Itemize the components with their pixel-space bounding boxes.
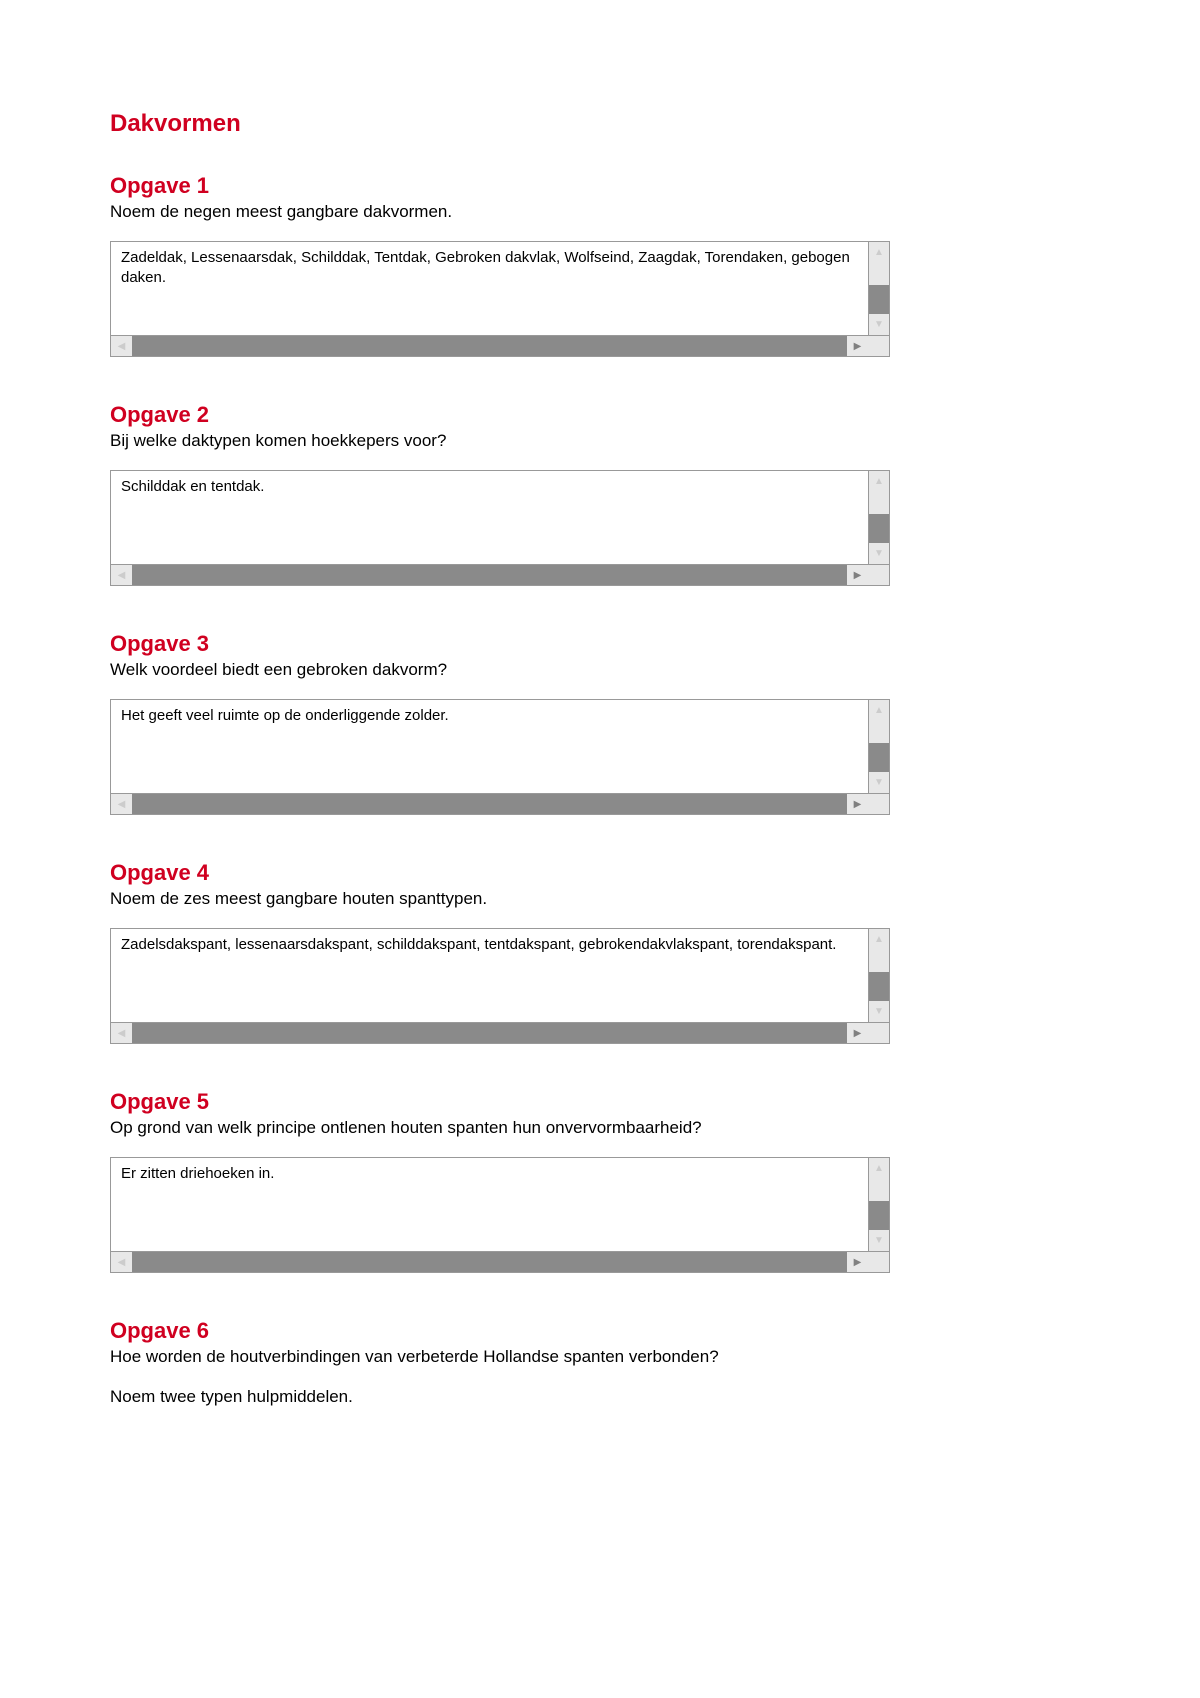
opgave-4: Opgave 4Noem de zes meest gangbare houte… xyxy=(110,860,1090,1044)
scroll-down-icon[interactable]: ▼ xyxy=(869,314,889,335)
horizontal-scrollbar[interactable]: ◀▶ xyxy=(111,793,889,814)
scrollbar-corner xyxy=(868,565,889,585)
answer-textarea[interactable]: Het geeft veel ruimte op de onderliggend… xyxy=(110,699,890,815)
horizontal-scroll-track[interactable] xyxy=(132,336,847,356)
horizontal-scrollbar[interactable]: ◀▶ xyxy=(111,335,889,356)
answer-textarea[interactable]: Er zitten driehoeken in.▲▼◀▶ xyxy=(110,1157,890,1273)
horizontal-scroll-track[interactable] xyxy=(132,565,847,585)
scroll-up-icon[interactable]: ▲ xyxy=(869,700,889,721)
scrollbar-corner xyxy=(868,1252,889,1272)
opgave-title: Opgave 4 xyxy=(110,860,1090,886)
vertical-scrollbar[interactable]: ▲▼ xyxy=(868,242,889,335)
opgave-5: Opgave 5Op grond van welk principe ontle… xyxy=(110,1089,1090,1273)
vertical-scroll-track[interactable] xyxy=(869,721,889,772)
scroll-down-icon[interactable]: ▼ xyxy=(869,1001,889,1022)
vertical-scroll-thumb[interactable] xyxy=(869,263,889,285)
scrollbar-corner xyxy=(868,336,889,356)
vertical-scrollbar[interactable]: ▲▼ xyxy=(868,471,889,564)
vertical-scroll-thumb[interactable] xyxy=(869,950,889,972)
opgave-6: Opgave 6Hoe worden de houtverbindingen v… xyxy=(110,1318,1090,1406)
opgave-title: Opgave 5 xyxy=(110,1089,1090,1115)
vertical-scrollbar[interactable]: ▲▼ xyxy=(868,1158,889,1251)
scrollbar-corner xyxy=(868,1023,889,1043)
opgave-question: Bij welke daktypen komen hoekkepers voor… xyxy=(110,430,1090,452)
vertical-scroll-track[interactable] xyxy=(869,950,889,1001)
scroll-left-icon[interactable]: ◀ xyxy=(111,794,132,814)
scrollbar-corner xyxy=(868,794,889,814)
vertical-scroll-track[interactable] xyxy=(869,492,889,543)
vertical-scroll-track[interactable] xyxy=(869,263,889,314)
opgave-question: Op grond van welk principe ontlenen hout… xyxy=(110,1117,1090,1139)
opgave-question: Welk voordeel biedt een gebroken dakvorm… xyxy=(110,659,1090,681)
horizontal-scrollbar[interactable]: ◀▶ xyxy=(111,564,889,585)
scroll-down-icon[interactable]: ▼ xyxy=(869,543,889,564)
horizontal-scroll-track[interactable] xyxy=(132,1023,847,1043)
scroll-right-icon[interactable]: ▶ xyxy=(847,1252,868,1272)
scroll-left-icon[interactable]: ◀ xyxy=(111,1023,132,1043)
answer-textarea[interactable]: Zadelsdakspant, lessenaarsdakspant, schi… xyxy=(110,928,890,1044)
opgave-title: Opgave 3 xyxy=(110,631,1090,657)
opgave-question: Noem de negen meest gangbare dakvormen. xyxy=(110,201,1090,223)
vertical-scroll-thumb[interactable] xyxy=(869,1179,889,1201)
answer-content[interactable]: Zadeldak, Lessenaarsdak, Schilddak, Tent… xyxy=(111,242,868,335)
vertical-scrollbar[interactable]: ▲▼ xyxy=(868,700,889,793)
scroll-up-icon[interactable]: ▲ xyxy=(869,929,889,950)
horizontal-scroll-track[interactable] xyxy=(132,1252,847,1272)
scroll-right-icon[interactable]: ▶ xyxy=(847,794,868,814)
scroll-up-icon[interactable]: ▲ xyxy=(869,471,889,492)
scroll-left-icon[interactable]: ◀ xyxy=(111,565,132,585)
opgave-1: Opgave 1Noem de negen meest gangbare dak… xyxy=(110,173,1090,357)
scroll-up-icon[interactable]: ▲ xyxy=(869,242,889,263)
opgave-question: Hoe worden de houtverbindingen van verbe… xyxy=(110,1346,1090,1368)
opgave-3: Opgave 3Welk voordeel biedt een gebroken… xyxy=(110,631,1090,815)
answer-content[interactable]: Er zitten driehoeken in. xyxy=(111,1158,868,1251)
vertical-scroll-thumb[interactable] xyxy=(869,492,889,514)
scroll-right-icon[interactable]: ▶ xyxy=(847,565,868,585)
scroll-left-icon[interactable]: ◀ xyxy=(111,1252,132,1272)
scroll-left-icon[interactable]: ◀ xyxy=(111,336,132,356)
opgave-2: Opgave 2Bij welke daktypen komen hoekkep… xyxy=(110,402,1090,586)
scroll-up-icon[interactable]: ▲ xyxy=(869,1158,889,1179)
scroll-right-icon[interactable]: ▶ xyxy=(847,336,868,356)
horizontal-scrollbar[interactable]: ◀▶ xyxy=(111,1251,889,1272)
answer-content[interactable]: Het geeft veel ruimte op de onderliggend… xyxy=(111,700,868,793)
answer-content[interactable]: Schilddak en tentdak. xyxy=(111,471,868,564)
horizontal-scrollbar[interactable]: ◀▶ xyxy=(111,1022,889,1043)
answer-textarea[interactable]: Schilddak en tentdak.▲▼◀▶ xyxy=(110,470,890,586)
page-title: Dakvormen xyxy=(110,110,1090,138)
opgave-title: Opgave 1 xyxy=(110,173,1090,199)
vertical-scroll-thumb[interactable] xyxy=(869,721,889,743)
opgave-title: Opgave 6 xyxy=(110,1318,1090,1344)
vertical-scroll-track[interactable] xyxy=(869,1179,889,1230)
horizontal-scroll-track[interactable] xyxy=(132,794,847,814)
opgave-subtext: Noem twee typen hulpmiddelen. xyxy=(110,1387,1090,1407)
scroll-down-icon[interactable]: ▼ xyxy=(869,1230,889,1251)
scroll-down-icon[interactable]: ▼ xyxy=(869,772,889,793)
scroll-right-icon[interactable]: ▶ xyxy=(847,1023,868,1043)
answer-textarea[interactable]: Zadeldak, Lessenaarsdak, Schilddak, Tent… xyxy=(110,241,890,357)
opgave-title: Opgave 2 xyxy=(110,402,1090,428)
vertical-scrollbar[interactable]: ▲▼ xyxy=(868,929,889,1022)
answer-content[interactable]: Zadelsdakspant, lessenaarsdakspant, schi… xyxy=(111,929,868,1022)
opgave-question: Noem de zes meest gangbare houten spantt… xyxy=(110,888,1090,910)
